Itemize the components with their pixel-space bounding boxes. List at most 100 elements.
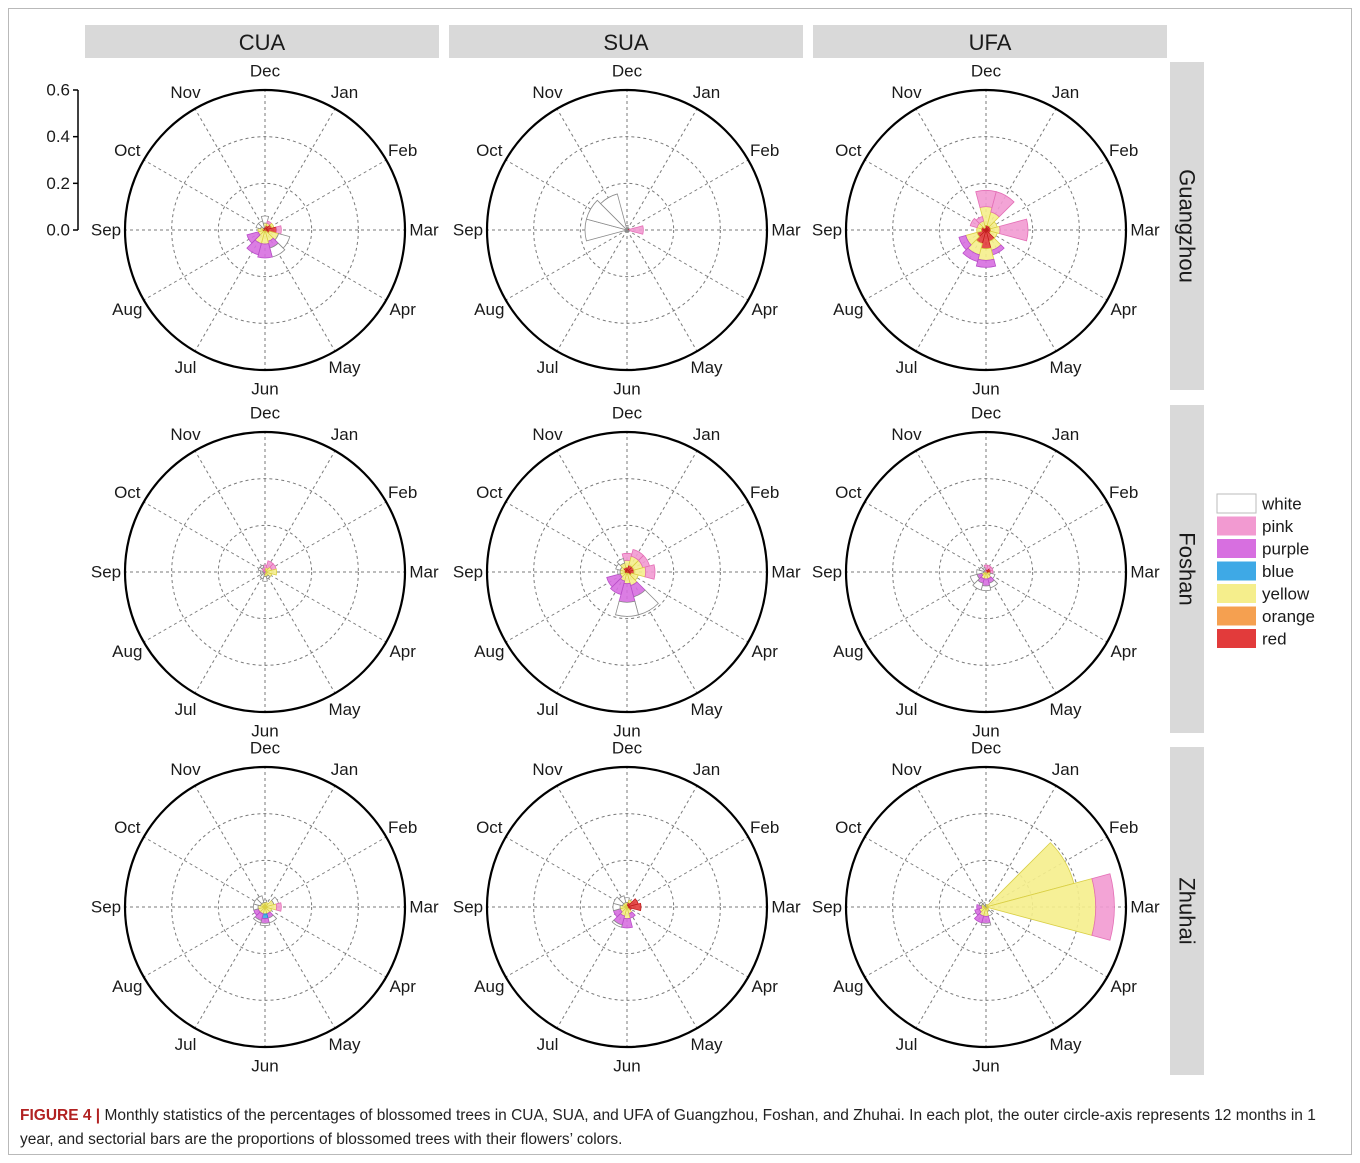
month-label-oct: Oct	[114, 483, 141, 502]
legend-label-blue: blue	[1262, 562, 1294, 581]
grid-spoke	[264, 501, 387, 573]
legend-label-purple: purple	[1262, 540, 1309, 559]
caption-lead: FIGURE 4 |	[20, 1107, 101, 1124]
grid-spoke	[626, 229, 698, 352]
month-label-oct: Oct	[114, 818, 141, 837]
column-label-ufa: UFA	[969, 30, 1012, 55]
outer-circle-axis	[123, 88, 407, 372]
month-label-mar: Mar	[771, 221, 801, 240]
radial-tick-label: 0.2	[46, 174, 70, 193]
column-label-cua: CUA	[239, 30, 286, 55]
grid-spoke	[556, 785, 628, 908]
grid-spoke	[864, 571, 987, 643]
grid-spoke	[626, 906, 698, 1029]
month-label-sep: Sep	[812, 898, 842, 917]
grid-spoke	[264, 836, 387, 908]
grid-spoke	[556, 229, 628, 352]
month-label-feb: Feb	[388, 141, 417, 160]
panel-guangzhou-sua: Dec Jan Feb Mar Apr May Jun Jul Aug Sep Oct Nov	[453, 62, 801, 399]
month-label-aug: Aug	[474, 300, 504, 319]
grid-spoke	[194, 229, 266, 352]
grid-spoke	[505, 836, 628, 908]
month-label-mar: Mar	[409, 221, 439, 240]
month-label-jun: Jun	[613, 380, 640, 399]
grid-spoke	[864, 836, 987, 908]
month-label-apr: Apr	[751, 300, 778, 319]
month-label-aug: Aug	[833, 977, 863, 996]
legend-swatch-pink	[1217, 516, 1256, 536]
month-label-feb: Feb	[750, 818, 779, 837]
month-label-mar: Mar	[1130, 221, 1160, 240]
column-strip-ufa	[813, 25, 1167, 58]
month-label-mar: Mar	[1130, 563, 1160, 582]
month-label-may: May	[1049, 700, 1082, 719]
grid-spoke	[264, 450, 336, 573]
month-label-nov: Nov	[891, 83, 922, 102]
month-label-apr: Apr	[389, 300, 416, 319]
figure-caption: FIGURE 4 | Monthly statistics of the per…	[20, 1104, 1330, 1152]
month-label-jul: Jul	[537, 1035, 559, 1054]
grid-spoke	[556, 450, 628, 573]
month-label-dec: Dec	[612, 404, 643, 423]
month-label-aug: Aug	[112, 977, 142, 996]
grid-spoke	[264, 229, 336, 352]
month-label-jul: Jul	[896, 1035, 918, 1054]
legend-label-yellow: yellow	[1262, 585, 1310, 604]
panel-foshan-sua: Dec Jan Feb Mar Apr May Jun Jul Aug Sep Oct Nov	[453, 404, 801, 741]
month-label-nov: Nov	[891, 425, 922, 444]
grid-spoke	[985, 229, 1057, 352]
grid-spoke	[985, 571, 1108, 643]
grid-circle	[938, 182, 1034, 278]
month-label-jul: Jul	[175, 1035, 197, 1054]
grid-spoke	[264, 571, 387, 643]
bar-jun-white	[980, 585, 992, 592]
grid-circle	[533, 136, 721, 324]
month-label-jan: Jan	[693, 83, 720, 102]
outer-circle-axis	[123, 430, 407, 714]
month-label-nov: Nov	[891, 760, 922, 779]
legend-swatch-white	[1216, 493, 1257, 514]
grid-spoke	[985, 906, 1108, 978]
bar-jul-white	[252, 916, 262, 924]
outer-circle-axis	[844, 765, 1128, 1049]
month-label-aug: Aug	[112, 300, 142, 319]
panel-zhuhai-ufa: Dec Jan Feb Mar Apr May Jun Jul Aug Sep Oct Nov	[812, 739, 1160, 1076]
month-label-mar: Mar	[1130, 898, 1160, 917]
grid-spoke	[264, 906, 336, 1029]
grid-circle	[171, 136, 359, 324]
month-label-oct: Oct	[835, 483, 862, 502]
grid-circle	[217, 859, 313, 955]
grid-spoke	[626, 108, 698, 231]
bar-jul-white	[611, 919, 623, 928]
grid-spoke	[985, 906, 1057, 1029]
month-label-sep: Sep	[453, 898, 483, 917]
grid-spoke	[264, 229, 387, 301]
month-label-feb: Feb	[750, 483, 779, 502]
month-label-dec: Dec	[250, 739, 281, 758]
month-label-jun: Jun	[251, 380, 278, 399]
bar-nov-white	[616, 557, 626, 566]
grid-spoke	[864, 229, 987, 301]
grid-spoke	[143, 836, 266, 908]
grid-spoke	[505, 501, 628, 573]
month-label-jul: Jul	[537, 700, 559, 719]
row-strip-zhuhai	[1170, 747, 1204, 1075]
grid-spoke	[915, 229, 987, 352]
polar-chart-grid: CUA SUA UFA Guangzhou Foshan Zhuhai Dec Jan Feb M…	[46, 25, 1315, 1076]
grid-spoke	[626, 229, 749, 301]
grid-spoke	[264, 571, 336, 694]
grid-spoke	[143, 159, 266, 231]
month-label-jun: Jun	[251, 722, 278, 741]
grid-spoke	[915, 571, 987, 694]
month-label-jun: Jun	[972, 380, 999, 399]
month-label-jul: Jul	[896, 358, 918, 377]
bar-mar-pink	[644, 564, 656, 580]
grid-spoke	[194, 785, 266, 908]
bar-jun-white	[259, 922, 271, 927]
grid-spoke	[194, 571, 266, 694]
month-label-nov: Nov	[170, 425, 201, 444]
grid-spoke	[626, 571, 698, 694]
grid-circle	[579, 524, 675, 620]
month-label-sep: Sep	[91, 221, 121, 240]
bar-nov-pink	[975, 215, 985, 224]
